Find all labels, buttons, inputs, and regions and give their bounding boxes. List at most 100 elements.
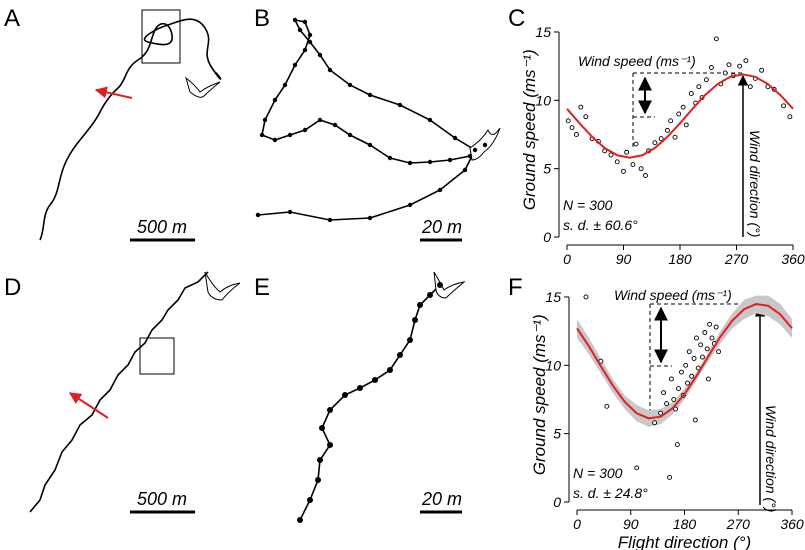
wind-speed-label: Wind speed (ms⁻¹) [614, 287, 732, 303]
data-point [692, 417, 698, 423]
y-tick-label: 10 [535, 92, 551, 108]
track-fix [292, 17, 298, 23]
bird-icon [204, 271, 241, 301]
data-point [680, 104, 686, 110]
sd-label: s. d. ± 24.8° [573, 485, 648, 501]
panel-letter: B [254, 5, 270, 32]
track-fix [327, 442, 333, 448]
data-point [624, 149, 630, 155]
track-fix [307, 497, 313, 503]
panel-letter: F [508, 274, 523, 301]
track-fix [387, 367, 393, 373]
data-point [691, 356, 697, 361]
data-point [683, 122, 689, 128]
track-fix [307, 32, 313, 38]
data-point [696, 84, 702, 90]
y-tick-label: 15 [545, 289, 561, 305]
data-point [713, 36, 719, 42]
fit-line [566, 73, 794, 159]
data-point [643, 173, 648, 178]
y-axis-label: Ground speed (ms⁻¹) [530, 314, 549, 475]
data-point [652, 140, 658, 146]
n-label: N = 300 [563, 197, 613, 213]
track-fix [407, 337, 413, 343]
data-point [633, 141, 639, 147]
data-point [667, 474, 673, 480]
plot: 0 5 10 15 0 90 180 270 360 Ground speed (ms⁻¹) Fli… [530, 289, 804, 550]
track-fix [412, 317, 418, 323]
data-point [689, 373, 695, 379]
x-tick-label: 180 [668, 251, 692, 267]
data-point [679, 369, 684, 375]
data-point [698, 342, 704, 348]
scale-label: 20 m [421, 489, 462, 509]
wind-direction-label: Wind direction (°) [747, 130, 763, 237]
track-fix [272, 97, 278, 103]
data-point [604, 403, 610, 409]
data-point [705, 376, 711, 382]
data-point [704, 346, 710, 352]
data-point [781, 103, 787, 109]
data-point [608, 152, 614, 158]
data-point [737, 63, 743, 69]
track-fix [427, 159, 433, 165]
data-point [578, 104, 584, 110]
data-point [699, 354, 705, 360]
wind-arrow [94, 86, 133, 99]
zoom-box [139, 337, 175, 375]
data-point [683, 362, 689, 368]
track-fix [357, 385, 363, 391]
track-fix [297, 27, 303, 33]
data-point [658, 410, 664, 416]
track-fix [317, 457, 323, 463]
data-point [664, 401, 670, 407]
track-fix [297, 517, 303, 523]
track-fix [467, 153, 473, 159]
track-fix [482, 142, 488, 148]
track-fix [417, 302, 423, 308]
track-fix [437, 187, 443, 193]
track-fix [367, 92, 373, 98]
panel-letter: D [4, 274, 21, 301]
x-tick-label: 270 [726, 516, 751, 532]
y-tick-label: 5 [543, 161, 551, 177]
y-tick-label: 0 [553, 494, 561, 510]
fit-line [576, 303, 793, 420]
zoom-box [141, 9, 181, 64]
data-point [693, 335, 699, 341]
track [29, 271, 209, 513]
track-fix [327, 407, 333, 413]
data-point [688, 91, 694, 96]
y-axis-label: Ground speed (ms⁻¹) [520, 49, 539, 210]
track-fix [332, 122, 338, 128]
x-axis-label: Flight direction (°) [618, 533, 751, 550]
x-tick-label: 180 [673, 516, 697, 532]
track-fix [427, 292, 433, 298]
track-fix [397, 352, 403, 358]
panel-letter: E [254, 274, 270, 301]
track-fix [282, 82, 288, 88]
track [299, 284, 441, 521]
track-fix [317, 52, 323, 58]
track-fix [292, 62, 298, 68]
scale-label: 20 m [421, 217, 462, 237]
wind-annotation [632, 72, 749, 237]
x-tick-label: 90 [623, 516, 639, 532]
data-point [573, 132, 579, 137]
data-point [686, 349, 692, 355]
track-fix [372, 377, 378, 383]
track-fix [367, 142, 373, 148]
data-point [722, 70, 728, 76]
x-tick-label: 360 [781, 251, 805, 267]
track-fix [447, 157, 453, 163]
panel-letter: C [508, 5, 525, 32]
x-tick-label: 360 [780, 516, 804, 532]
data-point [703, 77, 709, 83]
track-fix [462, 167, 468, 173]
data-point [668, 118, 674, 124]
data-point [708, 65, 714, 70]
track-fix [319, 425, 325, 431]
track-fix [347, 132, 353, 138]
data-point [726, 62, 732, 68]
y-tick-label: 10 [545, 357, 561, 373]
